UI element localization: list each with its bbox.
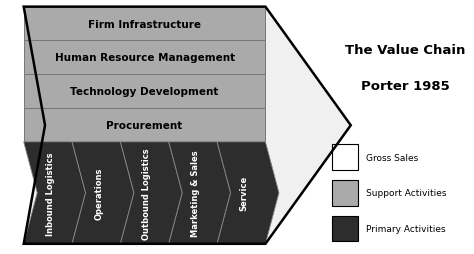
Polygon shape [24, 142, 86, 244]
Text: Human Resource Management: Human Resource Management [55, 53, 235, 63]
Text: Operations: Operations [94, 167, 103, 219]
Text: Support Activities: Support Activities [366, 188, 447, 198]
Text: The Value Chain: The Value Chain [345, 44, 465, 57]
Bar [24, 41, 265, 75]
Bar [24, 109, 265, 142]
Polygon shape [72, 142, 134, 244]
Text: Firm Infrastructure: Firm Infrastructure [88, 20, 201, 29]
Polygon shape [217, 142, 279, 244]
Bar [332, 216, 358, 241]
Polygon shape [120, 142, 182, 244]
Bar [332, 145, 358, 170]
Bar [332, 180, 358, 206]
Text: Marketing & Sales: Marketing & Sales [191, 150, 200, 236]
Text: Primary Activities: Primary Activities [366, 224, 446, 233]
Polygon shape [24, 8, 351, 244]
Text: Technology Development: Technology Development [70, 87, 219, 97]
Polygon shape [169, 142, 231, 244]
Bar [24, 8, 265, 41]
Text: Service: Service [239, 176, 248, 211]
Text: Inbound Logistics: Inbound Logistics [46, 151, 55, 235]
Text: Outbound Logistics: Outbound Logistics [143, 147, 152, 239]
Text: Procurement: Procurement [107, 120, 182, 130]
Text: Gross Sales: Gross Sales [366, 153, 419, 162]
Bar [24, 75, 265, 109]
Text: Porter 1985: Porter 1985 [361, 80, 450, 93]
